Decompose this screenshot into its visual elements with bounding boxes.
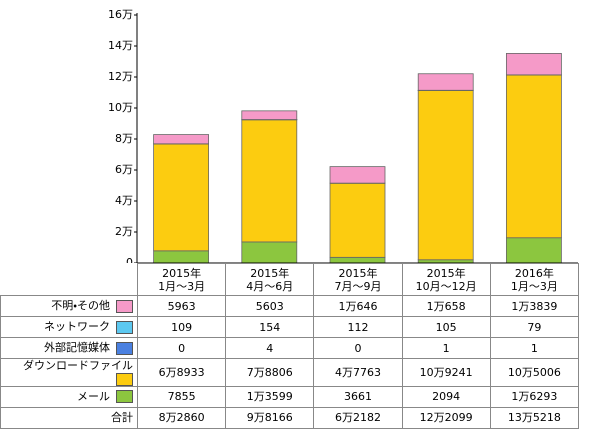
legend-label: 外部記憶媒体 xyxy=(44,341,110,355)
table-value: 10万5006 xyxy=(489,358,579,387)
legend-swatch xyxy=(116,341,133,355)
bar-segment xyxy=(241,241,298,263)
table-value: 109 xyxy=(136,316,227,338)
x-tick-label: 2015年 7月～9月 xyxy=(313,263,403,296)
legend-entry: メール xyxy=(0,385,138,408)
legend-entry: ダウンロードファイル xyxy=(0,358,138,387)
table-value: 6万2182 xyxy=(313,406,403,429)
legend-label: ダウンロードファイル xyxy=(23,359,133,372)
bar-segment xyxy=(417,90,474,261)
legend-entry: 外部記憶媒体 xyxy=(0,337,138,359)
series-row: ネットワーク 109 154 112 105 79 xyxy=(0,316,579,338)
bar-segment xyxy=(153,143,210,252)
table-value: 7855 xyxy=(136,385,227,408)
table-value: 5603 xyxy=(225,295,315,317)
total-row: 合計 8万2860 9万8166 6万2182 12万2099 13万5218 xyxy=(0,406,579,429)
table-value: 0 xyxy=(136,337,227,359)
table-value: 1万6293 xyxy=(489,385,579,408)
y-tick-label: 12万 xyxy=(108,70,133,83)
table-value: 9万8166 xyxy=(225,406,315,429)
bar-segment xyxy=(153,250,210,263)
bar-segment xyxy=(505,53,562,76)
table-value: 1万3599 xyxy=(225,385,315,408)
y-tick-label: 4万 xyxy=(115,194,133,207)
corner-cell xyxy=(1,264,138,296)
bar-segment xyxy=(505,237,562,263)
legend-label: ネットワーク xyxy=(44,320,110,334)
table-value: 154 xyxy=(225,316,315,338)
y-tick-label: 6万 xyxy=(115,163,133,176)
bar-segment xyxy=(241,110,298,120)
y-tick-label: 16万 xyxy=(108,8,133,21)
table-value: 1万3839 xyxy=(489,295,579,317)
x-tick-label: 2016年 1月～3月 xyxy=(489,263,579,296)
legend-swatch xyxy=(116,299,133,313)
legend-swatch xyxy=(116,390,133,404)
table-value: 5963 xyxy=(136,295,227,317)
table-value: 3661 xyxy=(313,385,403,408)
bar-segment xyxy=(153,134,210,145)
y-tick-label: 0 xyxy=(126,256,133,263)
table-value: 1 xyxy=(401,337,491,359)
table-value: 12万2099 xyxy=(401,406,491,429)
legend-swatch xyxy=(116,372,133,386)
table-value: 6万8933 xyxy=(136,358,227,387)
table-value: 13万5218 xyxy=(489,406,579,429)
y-tick-label: 14万 xyxy=(108,39,133,52)
x-tick-label: 2015年 10月～12月 xyxy=(401,263,491,296)
legend-swatch xyxy=(116,320,133,334)
x-tick-label: 2015年 4月～6月 xyxy=(225,263,315,296)
header-row: 2015年 1月～3月 2015年 4月～6月 2015年 7月～9月 2015年 1… xyxy=(1,263,579,296)
bar-segment xyxy=(241,119,298,243)
table-value: 7万8806 xyxy=(225,358,315,387)
table-value: 1万658 xyxy=(401,295,491,317)
table-value: 4万7763 xyxy=(313,358,403,387)
x-tick-label: 2015年 1月～3月 xyxy=(136,263,227,296)
series-row: 不明・その他 5963 5603 1万646 1万658 1万3839 xyxy=(0,295,579,317)
y-tick-label: 2万 xyxy=(115,225,133,238)
total-label: 合計 xyxy=(0,406,138,429)
legend-label: メール xyxy=(77,389,110,403)
legend-entry: ネットワーク xyxy=(0,316,138,338)
legend-label: 不明・その他 xyxy=(51,299,110,313)
bar-segment xyxy=(329,166,386,184)
bar-segment xyxy=(417,73,474,91)
table-value: 105 xyxy=(401,316,491,338)
table-value: 0 xyxy=(313,337,403,359)
y-tick-label: 8万 xyxy=(115,132,133,145)
chart: 0 2万 4万 6万 8万 10万 12万 14万 16万 xyxy=(108,8,578,263)
series-row: 外部記憶媒体 0 4 0 1 1 xyxy=(0,337,579,359)
table-value: 112 xyxy=(313,316,403,338)
table-value: 1万646 xyxy=(313,295,403,317)
series-row: メール 7855 1万3599 3661 2094 1万6293 xyxy=(0,385,579,408)
bar-segment xyxy=(505,74,562,239)
table-value: 8万2860 xyxy=(136,406,227,429)
table-value: 4 xyxy=(225,337,315,359)
table-value: 10万9241 xyxy=(401,358,491,387)
y-tick-label: 10万 xyxy=(108,101,133,114)
bar-segment xyxy=(329,182,386,258)
series-row: ダウンロードファイル 6万8933 7万8806 4万7763 10万9241 10万50… xyxy=(0,358,579,387)
data-table: 2015年 1月～3月 2015年 4月～6月 2015年 7月～9月 2015年 1… xyxy=(0,263,579,429)
legend-entry: 不明・その他 xyxy=(0,295,138,317)
table-value: 1 xyxy=(489,337,579,359)
table-value: 79 xyxy=(489,316,579,338)
table-value: 2094 xyxy=(401,385,491,408)
